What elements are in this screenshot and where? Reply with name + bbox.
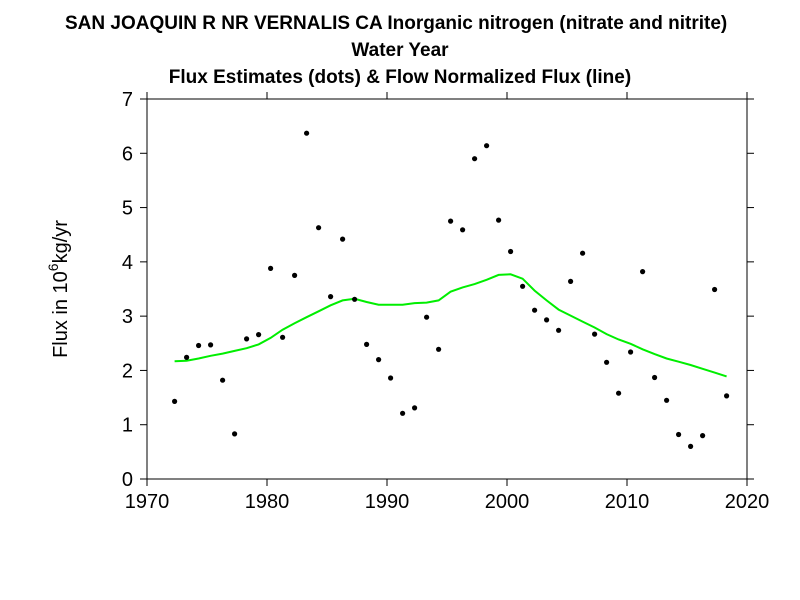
flux-estimate-point bbox=[232, 431, 238, 437]
flux-estimate-point bbox=[676, 431, 682, 438]
flux-estimate-point bbox=[376, 357, 382, 363]
chart-title: SAN JOAQUIN R NR VERNALIS CA Inorganic n… bbox=[65, 13, 728, 34]
flux-estimate-point bbox=[268, 265, 274, 271]
flux-estimate-point bbox=[640, 269, 646, 275]
chart-subtitle: Water Year bbox=[351, 40, 449, 61]
flux-estimate-point bbox=[568, 278, 574, 284]
flux-estimate-point bbox=[340, 236, 346, 242]
flux-estimate-point bbox=[592, 331, 598, 337]
flux-estimate-point bbox=[208, 342, 214, 348]
flux-estimate-point bbox=[628, 349, 634, 355]
flux-estimate-point bbox=[400, 410, 406, 416]
y-axis-label-main: Flux in 10 bbox=[50, 271, 72, 358]
flux-estimate-point bbox=[388, 375, 394, 381]
flux-estimate-point bbox=[328, 294, 334, 300]
x-tick-label: 2020 bbox=[725, 491, 770, 513]
flux-estimate-point bbox=[472, 156, 478, 162]
flux-estimate-point bbox=[532, 307, 538, 313]
x-tick-label: 1970 bbox=[125, 491, 170, 513]
flux-estimate-point bbox=[520, 283, 526, 289]
y-tick-label: 3 bbox=[122, 306, 133, 328]
flow-normalized-flux-line bbox=[174, 273, 727, 378]
x-tick-label: 1990 bbox=[365, 491, 410, 513]
x-tick-label: 1980 bbox=[245, 491, 290, 513]
flux-estimate-point bbox=[664, 397, 670, 403]
flux-estimate-point bbox=[460, 227, 466, 233]
flux-estimate-point bbox=[172, 398, 178, 404]
flux-estimate-point bbox=[508, 248, 514, 255]
flux-estimate-point bbox=[364, 341, 370, 347]
flux-estimate-point bbox=[580, 250, 586, 256]
chart-subtitle-2: Flux Estimates (dots) & Flow Normalized … bbox=[168, 67, 632, 88]
flux-estimate-point bbox=[544, 317, 550, 323]
y-tick-label: 0 bbox=[122, 469, 133, 491]
x-tick-label: 2000 bbox=[485, 491, 530, 513]
flux-estimate-point bbox=[556, 327, 562, 333]
flux-estimate-point bbox=[352, 296, 358, 302]
flux-estimate-point bbox=[448, 218, 454, 224]
y-tick-label: 4 bbox=[122, 252, 133, 274]
flux-estimate-point bbox=[184, 354, 190, 360]
flux-estimate-point bbox=[724, 393, 730, 399]
y-axis-label-unit: kg/yr bbox=[50, 220, 72, 264]
flux-estimate-point bbox=[700, 433, 706, 439]
flux-estimate-point bbox=[316, 225, 322, 231]
flux-estimate-point bbox=[280, 334, 286, 340]
flux-estimate-point bbox=[412, 405, 418, 411]
flux-estimate-point bbox=[712, 286, 718, 293]
y-axis-label-exponent: 6 bbox=[45, 263, 61, 271]
flux-estimate-point bbox=[616, 390, 622, 396]
y-tick-label: 6 bbox=[122, 143, 133, 165]
flux-estimate-point bbox=[424, 314, 430, 320]
y-axis-label: Flux in 106kg/yr bbox=[45, 220, 72, 358]
flux-estimate-point bbox=[196, 342, 202, 349]
flux-estimate-point bbox=[496, 217, 502, 223]
flux-estimate-point bbox=[256, 332, 262, 338]
flux-estimate-point bbox=[484, 143, 490, 149]
x-tick-label: 2010 bbox=[605, 491, 650, 513]
flux-estimate-point bbox=[220, 377, 226, 383]
flux-estimate-point bbox=[688, 443, 694, 449]
flux-estimate-point bbox=[436, 346, 442, 352]
y-tick-label: 7 bbox=[122, 89, 133, 111]
flux-estimate-point bbox=[292, 272, 298, 278]
flux-estimate-point bbox=[304, 130, 310, 136]
flux-estimate-point bbox=[652, 374, 658, 381]
y-tick-label: 1 bbox=[122, 415, 133, 437]
flux-estimate-point bbox=[244, 336, 250, 342]
plot-frame bbox=[146, 98, 748, 480]
flux-estimate-point bbox=[604, 359, 610, 365]
y-tick-label: 5 bbox=[122, 198, 133, 220]
y-tick-label: 2 bbox=[122, 360, 133, 382]
